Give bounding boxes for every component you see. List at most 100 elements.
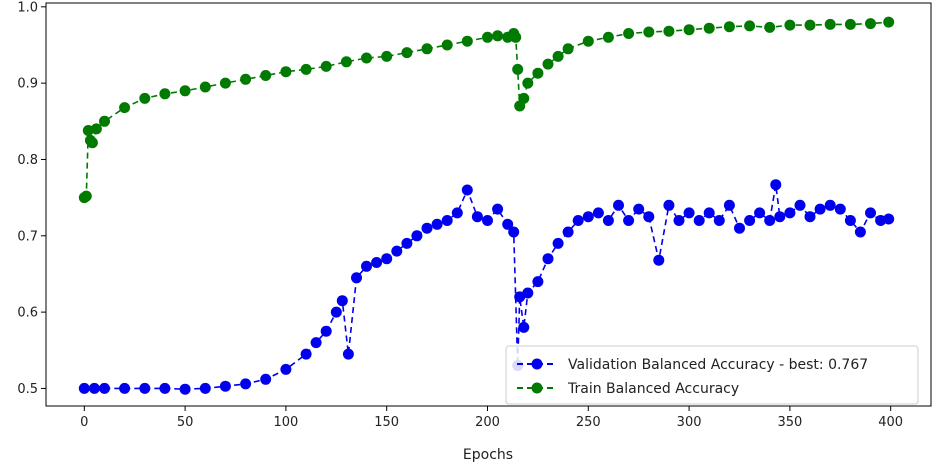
x-tick-label: 100	[273, 415, 298, 430]
data-point-validation	[88, 382, 100, 394]
data-point-validation	[381, 253, 393, 265]
data-point-train	[744, 20, 756, 32]
data-point-validation	[764, 215, 776, 226]
x-tick-label: 350	[777, 415, 802, 430]
legend-box	[505, 345, 919, 405]
data-point-train	[340, 56, 352, 68]
data-point-train	[552, 50, 564, 62]
data-point-validation	[663, 199, 675, 211]
data-point-train	[512, 63, 524, 75]
data-point-train	[80, 190, 92, 202]
series-train	[78, 16, 895, 204]
data-point-validation	[623, 215, 635, 226]
data-point-validation	[844, 215, 856, 226]
data-point-validation	[482, 215, 493, 226]
data-point-validation	[219, 380, 231, 392]
data-point-validation	[653, 254, 665, 266]
data-point-train	[582, 35, 594, 47]
data-point-validation	[854, 226, 866, 238]
data-point-train	[663, 25, 675, 37]
x-tick-label: 200	[475, 415, 500, 430]
data-point-train	[510, 31, 522, 43]
legend-marker-validation	[531, 358, 543, 370]
data-point-validation	[179, 383, 191, 395]
data-point-validation	[633, 203, 645, 215]
data-point-train	[119, 102, 131, 114]
data-point-validation	[240, 378, 252, 390]
data-point-train	[643, 26, 655, 38]
data-point-validation	[572, 215, 584, 226]
data-point-train	[219, 77, 231, 89]
y-tick-label: 0.8	[17, 153, 38, 168]
data-point-validation	[613, 199, 624, 211]
data-point-validation	[351, 272, 362, 284]
data-point-validation	[99, 382, 110, 394]
data-point-validation	[814, 203, 826, 215]
data-point-train	[199, 81, 211, 93]
y-tick-label: 0.9	[17, 77, 38, 92]
data-point-train	[159, 88, 171, 100]
data-point-validation	[770, 179, 782, 191]
data-point-validation	[552, 237, 564, 249]
y-axis: 0.5 0.6 0.7 0.8 0.9 1.0	[17, 0, 46, 397]
data-point-train	[482, 31, 493, 43]
data-point-train	[280, 66, 292, 78]
data-point-train	[441, 39, 453, 51]
data-point-validation	[683, 207, 695, 219]
data-point-train	[784, 19, 796, 31]
data-point-validation	[471, 211, 483, 223]
data-point-train	[865, 18, 876, 30]
data-point-train	[683, 24, 695, 36]
x-tick-label: 50	[177, 415, 194, 430]
y-tick-label: 0.5	[17, 382, 38, 397]
data-point-train	[602, 31, 614, 43]
data-point-validation	[774, 211, 786, 223]
x-tick-label: 400	[878, 415, 903, 430]
data-point-train	[99, 115, 110, 127]
data-point-train	[300, 63, 312, 75]
data-point-validation	[518, 321, 530, 333]
data-point-validation	[431, 218, 443, 230]
data-point-validation	[280, 363, 292, 375]
data-point-train	[381, 50, 393, 62]
data-point-train	[401, 47, 413, 59]
data-point-validation	[592, 207, 604, 219]
data-point-validation	[824, 199, 836, 211]
data-point-validation	[804, 211, 816, 223]
data-point-validation	[834, 203, 846, 215]
data-point-validation	[754, 207, 766, 219]
data-point-validation	[391, 245, 403, 257]
y-tick-label: 1.0	[17, 0, 38, 15]
data-point-validation	[441, 215, 453, 226]
data-point-train	[522, 77, 534, 89]
data-point-train	[623, 28, 635, 39]
series-layer	[78, 16, 895, 395]
data-point-train	[723, 21, 735, 33]
data-point-validation	[320, 325, 332, 337]
data-point-validation	[336, 295, 348, 307]
data-point-train	[90, 123, 102, 135]
data-point-train	[703, 22, 715, 34]
data-point-validation	[744, 215, 756, 226]
data-point-validation	[703, 207, 715, 219]
data-point-train	[804, 19, 816, 31]
data-point-train	[764, 21, 776, 33]
data-point-validation	[411, 230, 423, 242]
data-point-train	[139, 92, 151, 104]
data-point-validation	[310, 337, 322, 349]
data-point-train	[532, 67, 544, 79]
data-point-train	[86, 137, 98, 149]
data-point-validation	[508, 226, 520, 238]
data-point-validation	[342, 348, 354, 360]
data-point-train	[844, 18, 856, 30]
legend-label-train: Train Balanced Accuracy	[567, 381, 739, 397]
legend-label-validation: Validation Balanced Accuracy - best: 0.7…	[568, 357, 868, 373]
data-point-validation	[693, 215, 705, 226]
data-point-validation	[492, 203, 504, 215]
data-point-validation	[159, 382, 171, 394]
data-point-validation	[784, 207, 796, 219]
plot-area	[45, 2, 932, 407]
data-point-train	[421, 43, 433, 55]
data-point-validation	[562, 226, 574, 238]
